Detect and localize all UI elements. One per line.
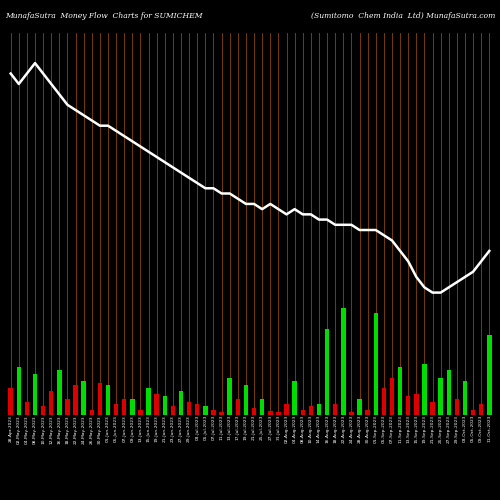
Bar xyxy=(438,378,443,415)
Bar xyxy=(358,399,362,415)
Bar xyxy=(244,385,248,415)
Bar xyxy=(106,385,110,415)
Bar xyxy=(228,378,232,415)
Bar xyxy=(479,404,484,415)
Bar xyxy=(170,406,175,415)
Bar xyxy=(146,388,151,415)
Bar xyxy=(325,330,330,415)
Bar xyxy=(276,412,280,415)
Bar xyxy=(252,408,256,415)
Bar xyxy=(49,392,54,415)
Bar xyxy=(414,394,418,415)
Bar xyxy=(8,388,13,415)
Bar xyxy=(366,410,370,415)
Bar xyxy=(300,410,305,415)
Bar xyxy=(260,399,264,415)
Bar xyxy=(212,410,216,415)
Bar xyxy=(284,404,288,415)
Bar xyxy=(316,404,321,415)
Bar xyxy=(454,399,459,415)
Bar xyxy=(82,380,86,415)
Bar xyxy=(487,334,492,415)
Bar xyxy=(333,404,338,415)
Bar xyxy=(349,412,354,415)
Bar xyxy=(463,380,467,415)
Bar xyxy=(162,396,167,415)
Bar xyxy=(446,370,451,415)
Bar xyxy=(57,370,62,415)
Bar xyxy=(220,412,224,415)
Bar xyxy=(430,402,435,415)
Bar xyxy=(65,399,70,415)
Bar xyxy=(195,404,200,415)
Bar xyxy=(114,404,118,415)
Text: (Sumitomo  Chem India  Ltd) MunafaSutra.com: (Sumitomo Chem India Ltd) MunafaSutra.co… xyxy=(310,12,495,20)
Bar xyxy=(398,367,402,415)
Bar xyxy=(308,406,313,415)
Bar xyxy=(33,374,37,415)
Bar xyxy=(422,364,426,415)
Bar xyxy=(382,388,386,415)
Bar xyxy=(24,402,29,415)
Bar xyxy=(16,367,21,415)
Bar xyxy=(138,410,142,415)
Bar xyxy=(203,406,207,415)
Bar xyxy=(154,394,159,415)
Bar xyxy=(74,385,78,415)
Bar xyxy=(390,378,394,415)
Bar xyxy=(471,410,476,415)
Bar xyxy=(179,392,184,415)
Bar xyxy=(130,399,134,415)
Bar xyxy=(98,383,102,415)
Bar xyxy=(90,410,94,415)
Bar xyxy=(41,406,46,415)
Bar xyxy=(187,402,192,415)
Bar xyxy=(406,396,410,415)
Text: MunafaSutra  Money Flow  Charts for SUMICHEM: MunafaSutra Money Flow Charts for SUMICH… xyxy=(5,12,202,20)
Bar xyxy=(341,308,345,415)
Bar xyxy=(236,399,240,415)
Bar xyxy=(292,380,297,415)
Bar xyxy=(122,399,126,415)
Bar xyxy=(268,410,272,415)
Bar xyxy=(374,314,378,415)
